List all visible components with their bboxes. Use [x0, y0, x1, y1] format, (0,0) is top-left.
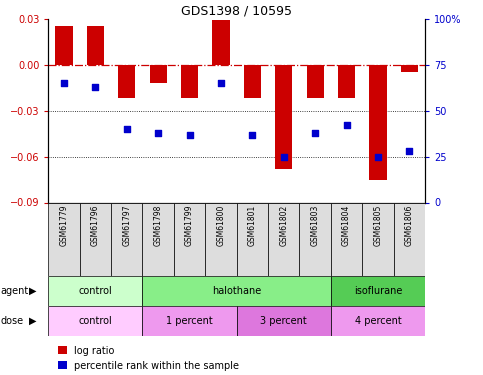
Text: agent: agent — [0, 286, 28, 296]
Point — [123, 126, 131, 132]
Bar — [48, 276, 142, 306]
Text: GSM61804: GSM61804 — [342, 205, 351, 246]
Text: 3 percent: 3 percent — [260, 316, 307, 326]
Text: GSM61801: GSM61801 — [248, 205, 257, 246]
Text: GSM61802: GSM61802 — [279, 205, 288, 246]
Point — [343, 122, 351, 128]
Point — [186, 132, 194, 138]
Bar — [142, 202, 174, 276]
Bar — [142, 276, 331, 306]
Text: GSM61798: GSM61798 — [154, 205, 163, 246]
Text: GSM61805: GSM61805 — [373, 205, 383, 246]
Bar — [80, 202, 111, 276]
Point — [60, 80, 68, 86]
Text: log ratio: log ratio — [74, 346, 114, 355]
Point — [249, 132, 256, 138]
Point — [155, 130, 162, 136]
Bar — [150, 64, 167, 83]
Point — [92, 84, 99, 90]
Bar — [369, 64, 386, 180]
Bar — [87, 26, 104, 64]
Point — [312, 130, 319, 136]
Bar — [213, 20, 229, 64]
Bar — [244, 64, 261, 98]
Text: percentile rank within the sample: percentile rank within the sample — [74, 361, 239, 370]
Bar — [48, 202, 80, 276]
Bar — [142, 306, 237, 336]
Text: GSM61799: GSM61799 — [185, 205, 194, 246]
Bar — [362, 202, 394, 276]
Text: dose: dose — [0, 316, 24, 326]
Text: GSM61796: GSM61796 — [91, 205, 100, 246]
Text: isoflurane: isoflurane — [354, 286, 402, 296]
Bar — [56, 26, 72, 64]
Text: GSM61800: GSM61800 — [216, 205, 226, 246]
Bar — [338, 64, 355, 98]
Bar — [237, 202, 268, 276]
Bar — [111, 202, 142, 276]
Text: ▶: ▶ — [29, 286, 37, 296]
Bar — [118, 64, 135, 98]
Text: GSM61779: GSM61779 — [59, 205, 69, 246]
Bar — [174, 202, 205, 276]
Text: control: control — [79, 286, 112, 296]
Text: GSM61803: GSM61803 — [311, 205, 320, 246]
Bar — [307, 64, 324, 98]
Text: control: control — [79, 316, 112, 326]
Title: GDS1398 / 10595: GDS1398 / 10595 — [181, 4, 292, 18]
Point — [374, 154, 382, 160]
Bar — [181, 64, 198, 98]
Point — [217, 80, 225, 86]
Bar — [275, 64, 292, 169]
Bar — [331, 276, 425, 306]
Bar — [299, 202, 331, 276]
Text: 4 percent: 4 percent — [355, 316, 401, 326]
Text: GSM61797: GSM61797 — [122, 205, 131, 246]
Text: GSM61806: GSM61806 — [405, 205, 414, 246]
Bar — [331, 202, 362, 276]
Point — [280, 154, 288, 160]
Bar — [268, 202, 299, 276]
Bar — [205, 202, 237, 276]
Text: halothane: halothane — [212, 286, 261, 296]
Bar — [331, 306, 425, 336]
Point — [406, 148, 413, 154]
Bar — [237, 306, 331, 336]
Text: 1 percent: 1 percent — [166, 316, 213, 326]
Bar — [394, 202, 425, 276]
Text: ▶: ▶ — [29, 316, 37, 326]
Bar — [401, 64, 418, 72]
Bar — [48, 306, 142, 336]
